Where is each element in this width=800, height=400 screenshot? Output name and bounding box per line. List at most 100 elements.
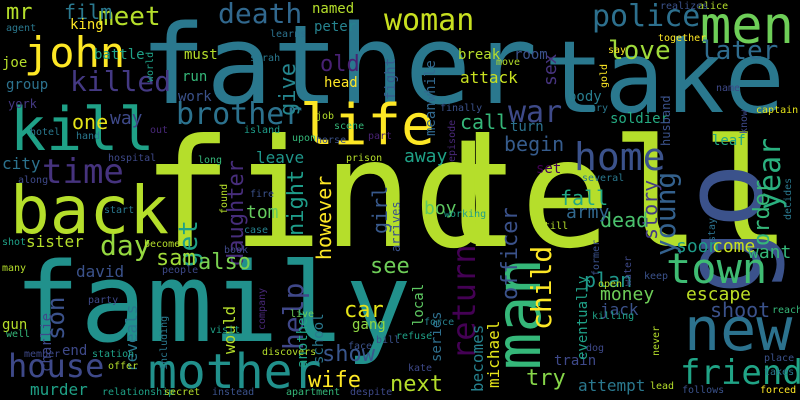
word: become (144, 239, 181, 250)
word: room (514, 47, 548, 63)
word: fire (250, 189, 275, 200)
word: kate (408, 363, 433, 374)
word: sex (540, 53, 561, 86)
word: way (110, 108, 143, 129)
word: dead (600, 208, 649, 232)
word: police (592, 0, 701, 34)
word: gang (352, 317, 386, 333)
word: sister (26, 232, 84, 251)
word: start (104, 205, 135, 216)
word: town (666, 244, 768, 293)
word: father (140, 1, 538, 129)
word: forced (760, 385, 797, 396)
word: men (700, 0, 794, 56)
word: city (2, 154, 41, 173)
word: call (460, 110, 509, 134)
word: job (316, 111, 335, 122)
word: escape (686, 284, 752, 305)
word: people (162, 265, 199, 276)
word: girl (368, 185, 392, 234)
word: killed (70, 65, 172, 98)
word: follows (682, 385, 725, 396)
word: tom (246, 202, 279, 223)
word: together (658, 33, 707, 44)
word: say (608, 45, 627, 56)
word: charlie (39, 312, 55, 372)
word: refuse (396, 331, 433, 342)
word: learns (270, 29, 307, 40)
word: lead (650, 381, 675, 392)
word: joe (2, 55, 28, 71)
word: place (764, 353, 795, 364)
word: reach (772, 305, 800, 316)
word: take (544, 19, 785, 136)
word: mr (6, 0, 33, 25)
word: john (24, 28, 126, 77)
word: out (150, 125, 169, 136)
word: hotel (30, 127, 61, 138)
word: group (6, 77, 49, 93)
word: alice (698, 1, 729, 12)
word: want (748, 242, 792, 263)
word: order (750, 179, 775, 246)
word: back (10, 172, 169, 249)
word: life (300, 93, 435, 158)
word: wife (308, 368, 361, 393)
word: david (76, 262, 125, 281)
word: gun (2, 317, 28, 333)
word: sarah (250, 53, 281, 64)
word: upon (292, 133, 317, 144)
word: agent (6, 23, 37, 34)
word: move (496, 57, 521, 68)
word: brother (176, 97, 303, 132)
word: hospital (108, 153, 157, 164)
word: day (100, 229, 151, 262)
word: body (568, 89, 602, 105)
word: old (320, 52, 360, 77)
word: station (92, 349, 135, 360)
word: live (290, 309, 315, 320)
word: king (70, 17, 104, 33)
word: bill (376, 335, 401, 346)
word: secret (164, 387, 201, 398)
word: name (716, 83, 741, 94)
word: many (2, 263, 27, 274)
word: fall (560, 186, 609, 210)
word: keep (644, 271, 669, 282)
word: realizes (660, 1, 709, 12)
word: husband (659, 95, 673, 146)
word: decides (783, 177, 794, 220)
word: time (42, 152, 124, 192)
word: case (244, 225, 269, 236)
word: shoot (710, 298, 771, 322)
word: attempt (578, 376, 646, 395)
word: episode (447, 119, 458, 162)
word: boy (424, 198, 457, 219)
word: meet (98, 2, 161, 32)
word: begin (504, 132, 565, 156)
word: named (312, 1, 355, 17)
word: meanwhile (423, 60, 439, 136)
word: killing (592, 311, 635, 322)
word: sam (156, 246, 196, 271)
word: offer (108, 361, 139, 372)
word: war (508, 95, 563, 130)
word: mary (584, 103, 609, 114)
word: house (8, 347, 105, 385)
word: face (348, 341, 373, 352)
word: friend (680, 353, 800, 393)
word: york (8, 97, 37, 111)
word: world (145, 51, 156, 82)
word: relationship (102, 387, 175, 398)
word: family (14, 239, 412, 367)
word: member (24, 349, 61, 360)
word: find (142, 108, 504, 282)
word: try (526, 366, 566, 391)
word: captain (756, 105, 799, 116)
word: love (608, 36, 671, 66)
word: must (184, 47, 218, 63)
word: however (312, 175, 336, 260)
word: later (700, 36, 779, 66)
word: death (218, 0, 303, 30)
word: arrives (389, 201, 403, 252)
